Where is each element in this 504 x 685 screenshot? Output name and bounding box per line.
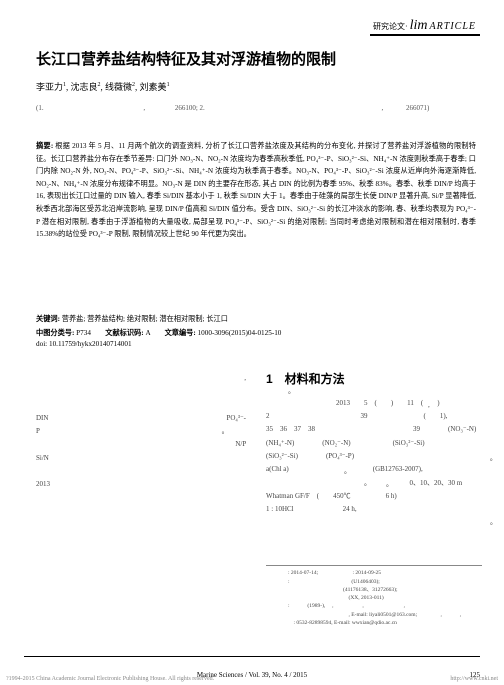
ref-author-info: : (1989-), , , , , E-mail: liyali0501@16… — [266, 602, 482, 627]
doc-label: 文献标识码: — [105, 329, 145, 337]
author-4-sup: 1 — [167, 82, 170, 88]
authors-line: 李亚力1, 沈志良2, 线薇微2, 刘素美1 — [36, 80, 170, 93]
clc: P734 — [76, 329, 91, 337]
body-p4: 。 2013 。 — [36, 465, 246, 492]
affiliation: (1. , 266100; 2. , 266071) — [36, 104, 476, 114]
body-right-p1: 2013 5 ( ) 11 ( ) 2 39 ( 1), 35 36 37 38… — [266, 397, 482, 530]
header-rule — [370, 34, 480, 36]
author-2: 沈志良 — [71, 82, 98, 92]
author-1: 李亚力 — [36, 82, 63, 92]
ref-dates: : 2014-07-14; : 2014-09-25 — [266, 569, 482, 577]
body-p2: , DIN PO₄³⁻-P 。 — [36, 399, 246, 439]
watermark-left: ?1994-2015 China Academic Journal Electr… — [6, 676, 214, 682]
body-left-column: , 。 , DIN PO₄³⁻-P 。 N/P Si/N — [36, 372, 246, 492]
section-1-heading: 1 材料和方法 — [266, 368, 482, 391]
art-label: 文章编号: — [165, 329, 198, 337]
doc: A — [145, 329, 150, 337]
keywords-text: 营养盐; 营养盐结构; 绝对限制; 潜在相对限制; 长江口 — [62, 315, 228, 323]
body-p1: , 。 — [36, 372, 246, 399]
author-3: 线薇微 — [105, 82, 132, 92]
abstract-block: 摘要: 根据 2013 年 5 月、11 月两个航次的调查资料, 分析了长江口营… — [36, 140, 476, 241]
body-p3: N/P Si/N 。 — [36, 438, 246, 465]
header-cn: 研究论文· — [373, 21, 408, 32]
header-lim: lim — [410, 18, 428, 34]
clc-label: 中图分类号: — [36, 329, 76, 337]
author-4: 刘素美 — [140, 82, 167, 92]
footnote-refs: : 2014-07-14; : 2014-09-25 : (U1406403);… — [266, 565, 482, 627]
author-2-sup: 2 — [98, 82, 101, 88]
doi-line: doi: 10.11759/hykx20140714001 — [36, 340, 132, 348]
footer-rule — [24, 656, 480, 658]
header-article: ARTICLE — [430, 21, 476, 32]
abstract-text: 根据 2013 年 5 月、11 月两个航次的调查资料, 分析了长江口营养盐浓度… — [36, 142, 476, 238]
class-info: 中图分类号: P734 文献标识码: A 文章编号: 1000-3096(201… — [36, 328, 476, 340]
ref-funding: : (U1406403); (41176138、31272663); (XX, … — [266, 578, 482, 603]
author-1-sup: 1 — [63, 82, 66, 88]
art: 1000-3096(2015)04-0125-10 — [198, 329, 282, 337]
abstract-label: 摘要: — [36, 142, 55, 150]
body-right-column: 1 材料和方法 2013 5 ( ) 11 ( ) 2 39 ( 1), 35 … — [266, 368, 482, 530]
watermark-right: http://www.cnki.net — [450, 676, 498, 682]
author-3-sup: 2 — [132, 82, 135, 88]
header-section-label: 研究论文· lim ARTICLE — [373, 18, 476, 34]
keywords-line: 关键词: 营养盐; 营养盐结构; 绝对限制; 潜在相对限制; 长江口 — [36, 314, 476, 326]
keywords-label: 关键词: — [36, 315, 62, 323]
article-title: 长江口营养盐结构特征及其对浮游植物的限制 — [36, 48, 336, 69]
watermark: ?1994-2015 China Academic Journal Electr… — [6, 676, 498, 682]
